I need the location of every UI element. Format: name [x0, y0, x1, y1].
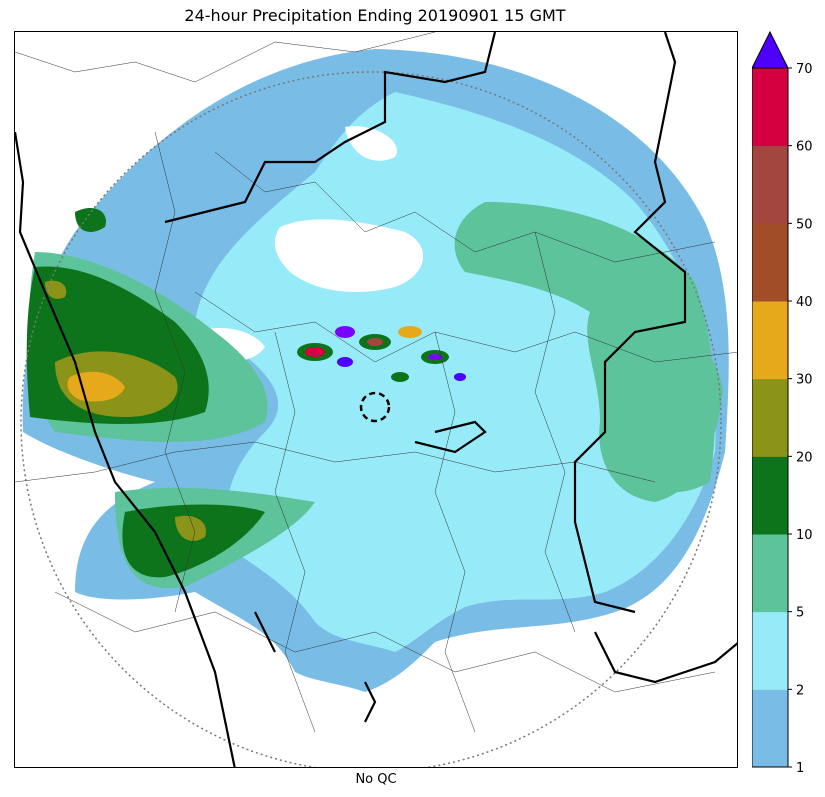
colorbar-tick-label: 2 [796, 683, 804, 698]
map-title: 24-hour Precipitation Ending 20190901 15… [184, 6, 566, 25]
map-xlabel: No QC [355, 772, 397, 787]
convective-cells [297, 326, 466, 382]
precip-band-orange [67, 371, 125, 402]
colorbar-tick-label: 20 [796, 450, 813, 465]
colorbar-extend-triangle [752, 30, 789, 69]
precip-band-dark-green [75, 207, 106, 232]
colorbar-segment [752, 611, 788, 690]
colorbar-tick-label: 50 [796, 217, 813, 232]
radar-map [14, 31, 738, 768]
state-boundaries [15, 32, 737, 767]
precip-gap [274, 219, 424, 292]
colorbar-segment [752, 68, 788, 147]
colorbar-segment [752, 378, 788, 457]
colorbar-frame [752, 67, 789, 768]
colorbar-segment [752, 223, 788, 302]
colorbar-segment [752, 301, 788, 380]
range-ring [20, 71, 722, 767]
colorbar-tick-label: 70 [796, 62, 813, 77]
radar-precip-field [15, 32, 737, 767]
colorbar-segment [752, 534, 788, 613]
colorbar-segments [752, 68, 788, 768]
colorbar-tick-label: 40 [796, 295, 813, 310]
colorbar-tick-label: 30 [796, 373, 813, 388]
colorbar-segment [752, 689, 788, 768]
precip-colorbar: 1 2 5 10 20 30 40 50 60 70 [752, 30, 813, 775]
colorbar-tick-label: 1 [796, 761, 804, 775]
county-boundaries [15, 32, 737, 733]
colorbar-segment [752, 145, 788, 224]
colorbar-tick-label: 60 [796, 140, 813, 155]
colorbar-segment [752, 456, 788, 535]
colorbar-tick-label: 5 [796, 606, 804, 621]
colorbar-ticks: 1 2 5 10 20 30 40 50 60 70 [788, 62, 813, 775]
precip-band-olive [45, 280, 67, 299]
colorbar-tick-label: 10 [796, 528, 813, 543]
precip-band-olive [175, 515, 206, 541]
precip-band-green [587, 302, 723, 502]
